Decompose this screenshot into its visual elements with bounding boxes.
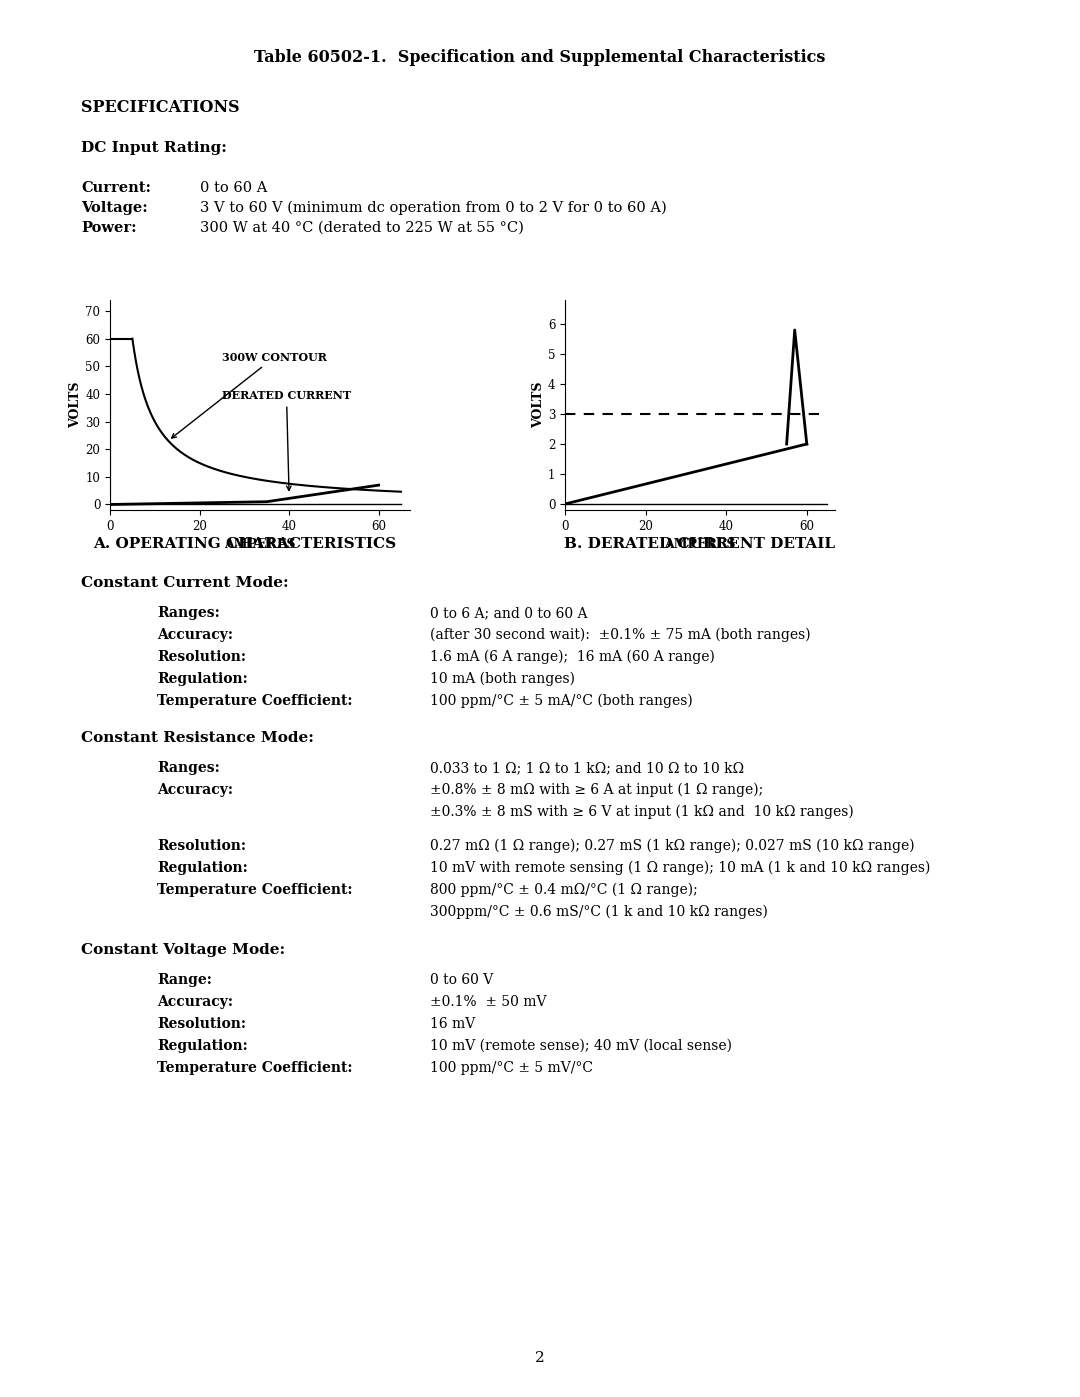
Text: 300 W at 40 °C (derated to 225 W at 55 °C): 300 W at 40 °C (derated to 225 W at 55 °… bbox=[200, 221, 524, 235]
Text: Constant Resistance Mode:: Constant Resistance Mode: bbox=[81, 731, 314, 745]
Text: (after 30 second wait):  ±0.1% ± 75 mA (both ranges): (after 30 second wait): ±0.1% ± 75 mA (b… bbox=[430, 627, 811, 643]
Text: Resolution:: Resolution: bbox=[157, 840, 246, 854]
Text: 2: 2 bbox=[535, 1351, 545, 1365]
Text: A. OPERATING CHARACTERISTICS: A. OPERATING CHARACTERISTICS bbox=[94, 536, 396, 550]
Text: Accuracy:: Accuracy: bbox=[157, 995, 233, 1009]
Y-axis label: VOLTS: VOLTS bbox=[532, 381, 545, 429]
Text: 0 to 60 A: 0 to 60 A bbox=[200, 182, 268, 196]
Text: 3 V to 60 V (minimum dc operation from 0 to 2 V for 0 to 60 A): 3 V to 60 V (minimum dc operation from 0… bbox=[200, 201, 666, 215]
Text: Table 60502-1.  Specification and Supplemental Characteristics: Table 60502-1. Specification and Supplem… bbox=[254, 49, 826, 67]
Text: 16 mV: 16 mV bbox=[430, 1017, 475, 1031]
Text: Accuracy:: Accuracy: bbox=[157, 782, 233, 798]
Text: Regulation:: Regulation: bbox=[157, 672, 247, 686]
Y-axis label: VOLTS: VOLTS bbox=[69, 381, 82, 429]
Text: DC Input Rating:: DC Input Rating: bbox=[81, 141, 227, 155]
Text: Power:: Power: bbox=[81, 221, 137, 235]
Text: Voltage:: Voltage: bbox=[81, 201, 148, 215]
Text: 300W CONTOUR: 300W CONTOUR bbox=[172, 352, 327, 439]
Text: Constant Voltage Mode:: Constant Voltage Mode: bbox=[81, 943, 285, 957]
Text: 0 to 60 V: 0 to 60 V bbox=[430, 972, 494, 988]
Text: B. DERATED CURRENT DETAIL: B. DERATED CURRENT DETAIL bbox=[565, 536, 836, 550]
Text: Ranges:: Ranges: bbox=[157, 761, 219, 775]
X-axis label: AMPERES: AMPERES bbox=[664, 538, 735, 552]
Text: 800 ppm/°C ± 0.4 mΩ/°C (1 Ω range);: 800 ppm/°C ± 0.4 mΩ/°C (1 Ω range); bbox=[430, 883, 698, 897]
Text: 100 ppm/°C ± 5 mV/°C: 100 ppm/°C ± 5 mV/°C bbox=[430, 1060, 593, 1076]
Text: Constant Current Mode:: Constant Current Mode: bbox=[81, 576, 288, 590]
Text: Ranges:: Ranges: bbox=[157, 606, 219, 620]
Text: SPECIFICATIONS: SPECIFICATIONS bbox=[81, 99, 240, 116]
Text: Accuracy:: Accuracy: bbox=[157, 629, 233, 643]
Text: Temperature Coefficient:: Temperature Coefficient: bbox=[157, 883, 352, 897]
Text: ±0.3% ± 8 mS with ≥ 6 V at input (1 kΩ and  10 kΩ ranges): ±0.3% ± 8 mS with ≥ 6 V at input (1 kΩ a… bbox=[430, 805, 854, 819]
Text: 10 mV (remote sense); 40 mV (local sense): 10 mV (remote sense); 40 mV (local sense… bbox=[430, 1039, 732, 1053]
Text: 0.27 mΩ (1 Ω range); 0.27 mS (1 kΩ range); 0.027 mS (10 kΩ range): 0.27 mΩ (1 Ω range); 0.27 mS (1 kΩ range… bbox=[430, 838, 915, 854]
X-axis label: AMPERES: AMPERES bbox=[225, 538, 296, 552]
Text: 0.033 to 1 Ω; 1 Ω to 1 kΩ; and 10 Ω to 10 kΩ: 0.033 to 1 Ω; 1 Ω to 1 kΩ; and 10 Ω to 1… bbox=[430, 761, 744, 775]
Text: Resolution:: Resolution: bbox=[157, 1017, 246, 1031]
Text: ±0.8% ± 8 mΩ with ≥ 6 A at input (1 Ω range);: ±0.8% ± 8 mΩ with ≥ 6 A at input (1 Ω ra… bbox=[430, 782, 764, 798]
Text: 1.6 mA (6 A range);  16 mA (60 A range): 1.6 mA (6 A range); 16 mA (60 A range) bbox=[430, 650, 715, 664]
Text: Current:: Current: bbox=[81, 182, 151, 196]
Text: 10 mV with remote sensing (1 Ω range); 10 mA (1 k and 10 kΩ ranges): 10 mV with remote sensing (1 Ω range); 1… bbox=[430, 861, 930, 875]
Text: ±0.1%  ± 50 mV: ±0.1% ± 50 mV bbox=[430, 995, 546, 1009]
Text: 0 to 6 A; and 0 to 60 A: 0 to 6 A; and 0 to 60 A bbox=[430, 606, 588, 620]
Text: 10 mA (both ranges): 10 mA (both ranges) bbox=[430, 672, 575, 686]
Text: Temperature Coefficient:: Temperature Coefficient: bbox=[157, 694, 352, 708]
Text: 300ppm/°C ± 0.6 mS/°C (1 k and 10 kΩ ranges): 300ppm/°C ± 0.6 mS/°C (1 k and 10 kΩ ran… bbox=[430, 905, 768, 919]
Text: Resolution:: Resolution: bbox=[157, 650, 246, 664]
Text: Regulation:: Regulation: bbox=[157, 1039, 247, 1053]
Text: Temperature Coefficient:: Temperature Coefficient: bbox=[157, 1060, 352, 1076]
Text: Range:: Range: bbox=[157, 972, 212, 988]
Text: Regulation:: Regulation: bbox=[157, 861, 247, 875]
Text: 100 ppm/°C ± 5 mA/°C (both ranges): 100 ppm/°C ± 5 mA/°C (both ranges) bbox=[430, 694, 692, 708]
Text: DERATED CURRENT: DERATED CURRENT bbox=[222, 391, 351, 490]
